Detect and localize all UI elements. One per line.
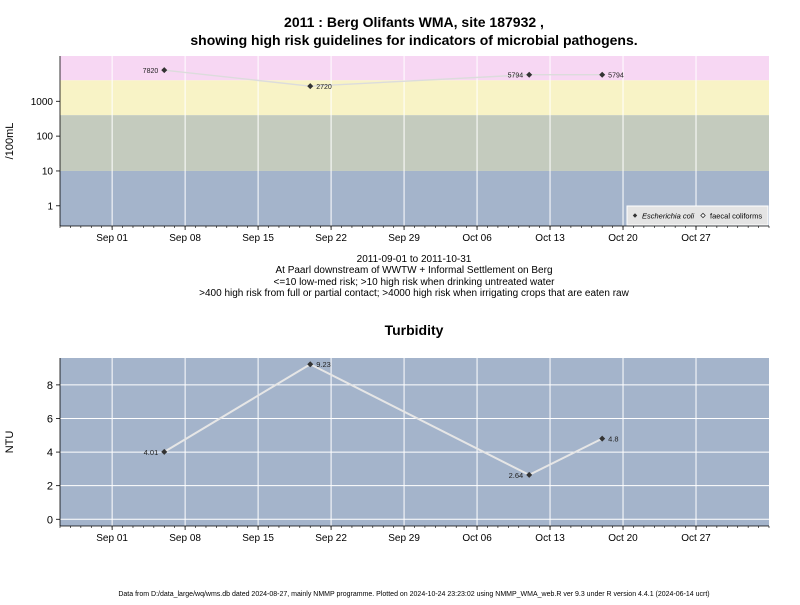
turbidity-data-label: 4.01: [144, 448, 159, 457]
x-tick-label: Sep 22: [315, 533, 347, 544]
turbidity-data-label: 9.23: [316, 360, 331, 369]
caption-line-4: >400 high risk from full or partial cont…: [199, 288, 629, 299]
y-tick-label: 6: [47, 413, 53, 425]
y-tick-label: 2: [47, 481, 53, 493]
x-tick-label: Oct 06: [462, 533, 492, 544]
legend-ecoli-label: Escherichia coli: [642, 212, 694, 221]
risk-band: [60, 115, 769, 171]
plot-background: [60, 358, 769, 526]
x-tick-label: Sep 15: [242, 533, 274, 544]
y-tick-label: 0: [47, 514, 53, 526]
turbidity-point: [599, 435, 606, 442]
main-title-line-1: 2011 : Berg Olifants WMA, site 187932 ,: [284, 14, 544, 30]
ecoli-point: [161, 67, 168, 74]
risk-band: [60, 80, 769, 116]
turbidity-data-label: 2.64: [509, 471, 524, 480]
x-tick-label: Oct 27: [681, 533, 711, 544]
x-tick-label: Sep 29: [388, 233, 420, 244]
risk-band: [60, 56, 769, 81]
microbial-caption: 2011-09-01 to 2011-10-31 At Paarl downst…: [199, 254, 629, 299]
legend-faecal-label: faecal coliforms: [710, 212, 762, 221]
caption-line-3: <=10 low-med risk; >10 high risk when dr…: [274, 277, 556, 288]
turbidity-data-label: 4.8: [608, 435, 618, 444]
y-axis-label: NTU: [4, 431, 16, 454]
turbidity-point: [307, 361, 314, 368]
legend-box: [626, 205, 769, 226]
x-tick-label: Sep 08: [169, 233, 201, 244]
x-tick-label: Sep 22: [315, 233, 347, 244]
y-tick-label: 10: [42, 166, 54, 177]
y-tick-label: 100: [36, 132, 53, 143]
ecoli-data-label: 5794: [608, 73, 624, 80]
turbidity-chart: 0 2 4 6 8 NTU Sep 01 Sep 08 Sep 15 Sep 22 Sep 29 Oc…: [4, 358, 770, 544]
turbidity-series-line: [163, 363, 603, 477]
x-tick-label: Oct 20: [608, 233, 638, 244]
turbidity-point: [161, 448, 168, 455]
y-tick-label: 8: [47, 380, 53, 392]
ecoli-point: [526, 71, 533, 78]
x-tick-label: Sep 15: [242, 233, 274, 244]
ecoli-data-label: 7820: [143, 68, 159, 75]
y-axis-label: /100mL: [4, 123, 16, 160]
x-tick-label: Sep 08: [169, 533, 201, 544]
x-tick-label: Sep 01: [96, 233, 128, 244]
ecoli-data-label: 2720: [316, 84, 332, 91]
x-tick-label: Oct 13: [535, 233, 565, 244]
caption-line-1: 2011-09-01 to 2011-10-31: [357, 254, 472, 265]
caption-line-2: At Paarl downstream of WWTW + Informal S…: [275, 265, 552, 276]
x-tick-label: Sep 29: [388, 533, 420, 544]
turbidity-point: [526, 471, 533, 478]
x-tick-label: Oct 20: [608, 533, 638, 544]
x-tick-label: Sep 01: [96, 533, 128, 544]
turbidity-title: Turbidity: [385, 322, 444, 338]
legend-faecal-marker: [700, 212, 706, 219]
x-tick-label: Oct 27: [681, 233, 711, 244]
ecoli-point: [599, 71, 606, 78]
footer-note: Data from D:/data_large/wq/wms.db dated …: [118, 591, 709, 598]
x-tick-label: Oct 06: [462, 233, 492, 244]
ecoli-point: [307, 83, 314, 90]
main-title-line-2: showing high risk guidelines for indicat…: [190, 32, 637, 48]
ecoli-series-line: [164, 69, 603, 87]
microbial-chart: 1 10 100 1000/100mL Sep 01 Sep 08 Sep 15 Sep 22…: [4, 56, 770, 244]
legend-ecoli-marker: [632, 213, 638, 218]
x-tick-label: Oct 13: [535, 533, 565, 544]
y-tick-label: 1000: [31, 97, 54, 108]
ecoli-data-label: 5794: [508, 73, 524, 80]
y-tick-label: 1: [47, 201, 53, 212]
y-tick-label: 4: [47, 447, 53, 459]
